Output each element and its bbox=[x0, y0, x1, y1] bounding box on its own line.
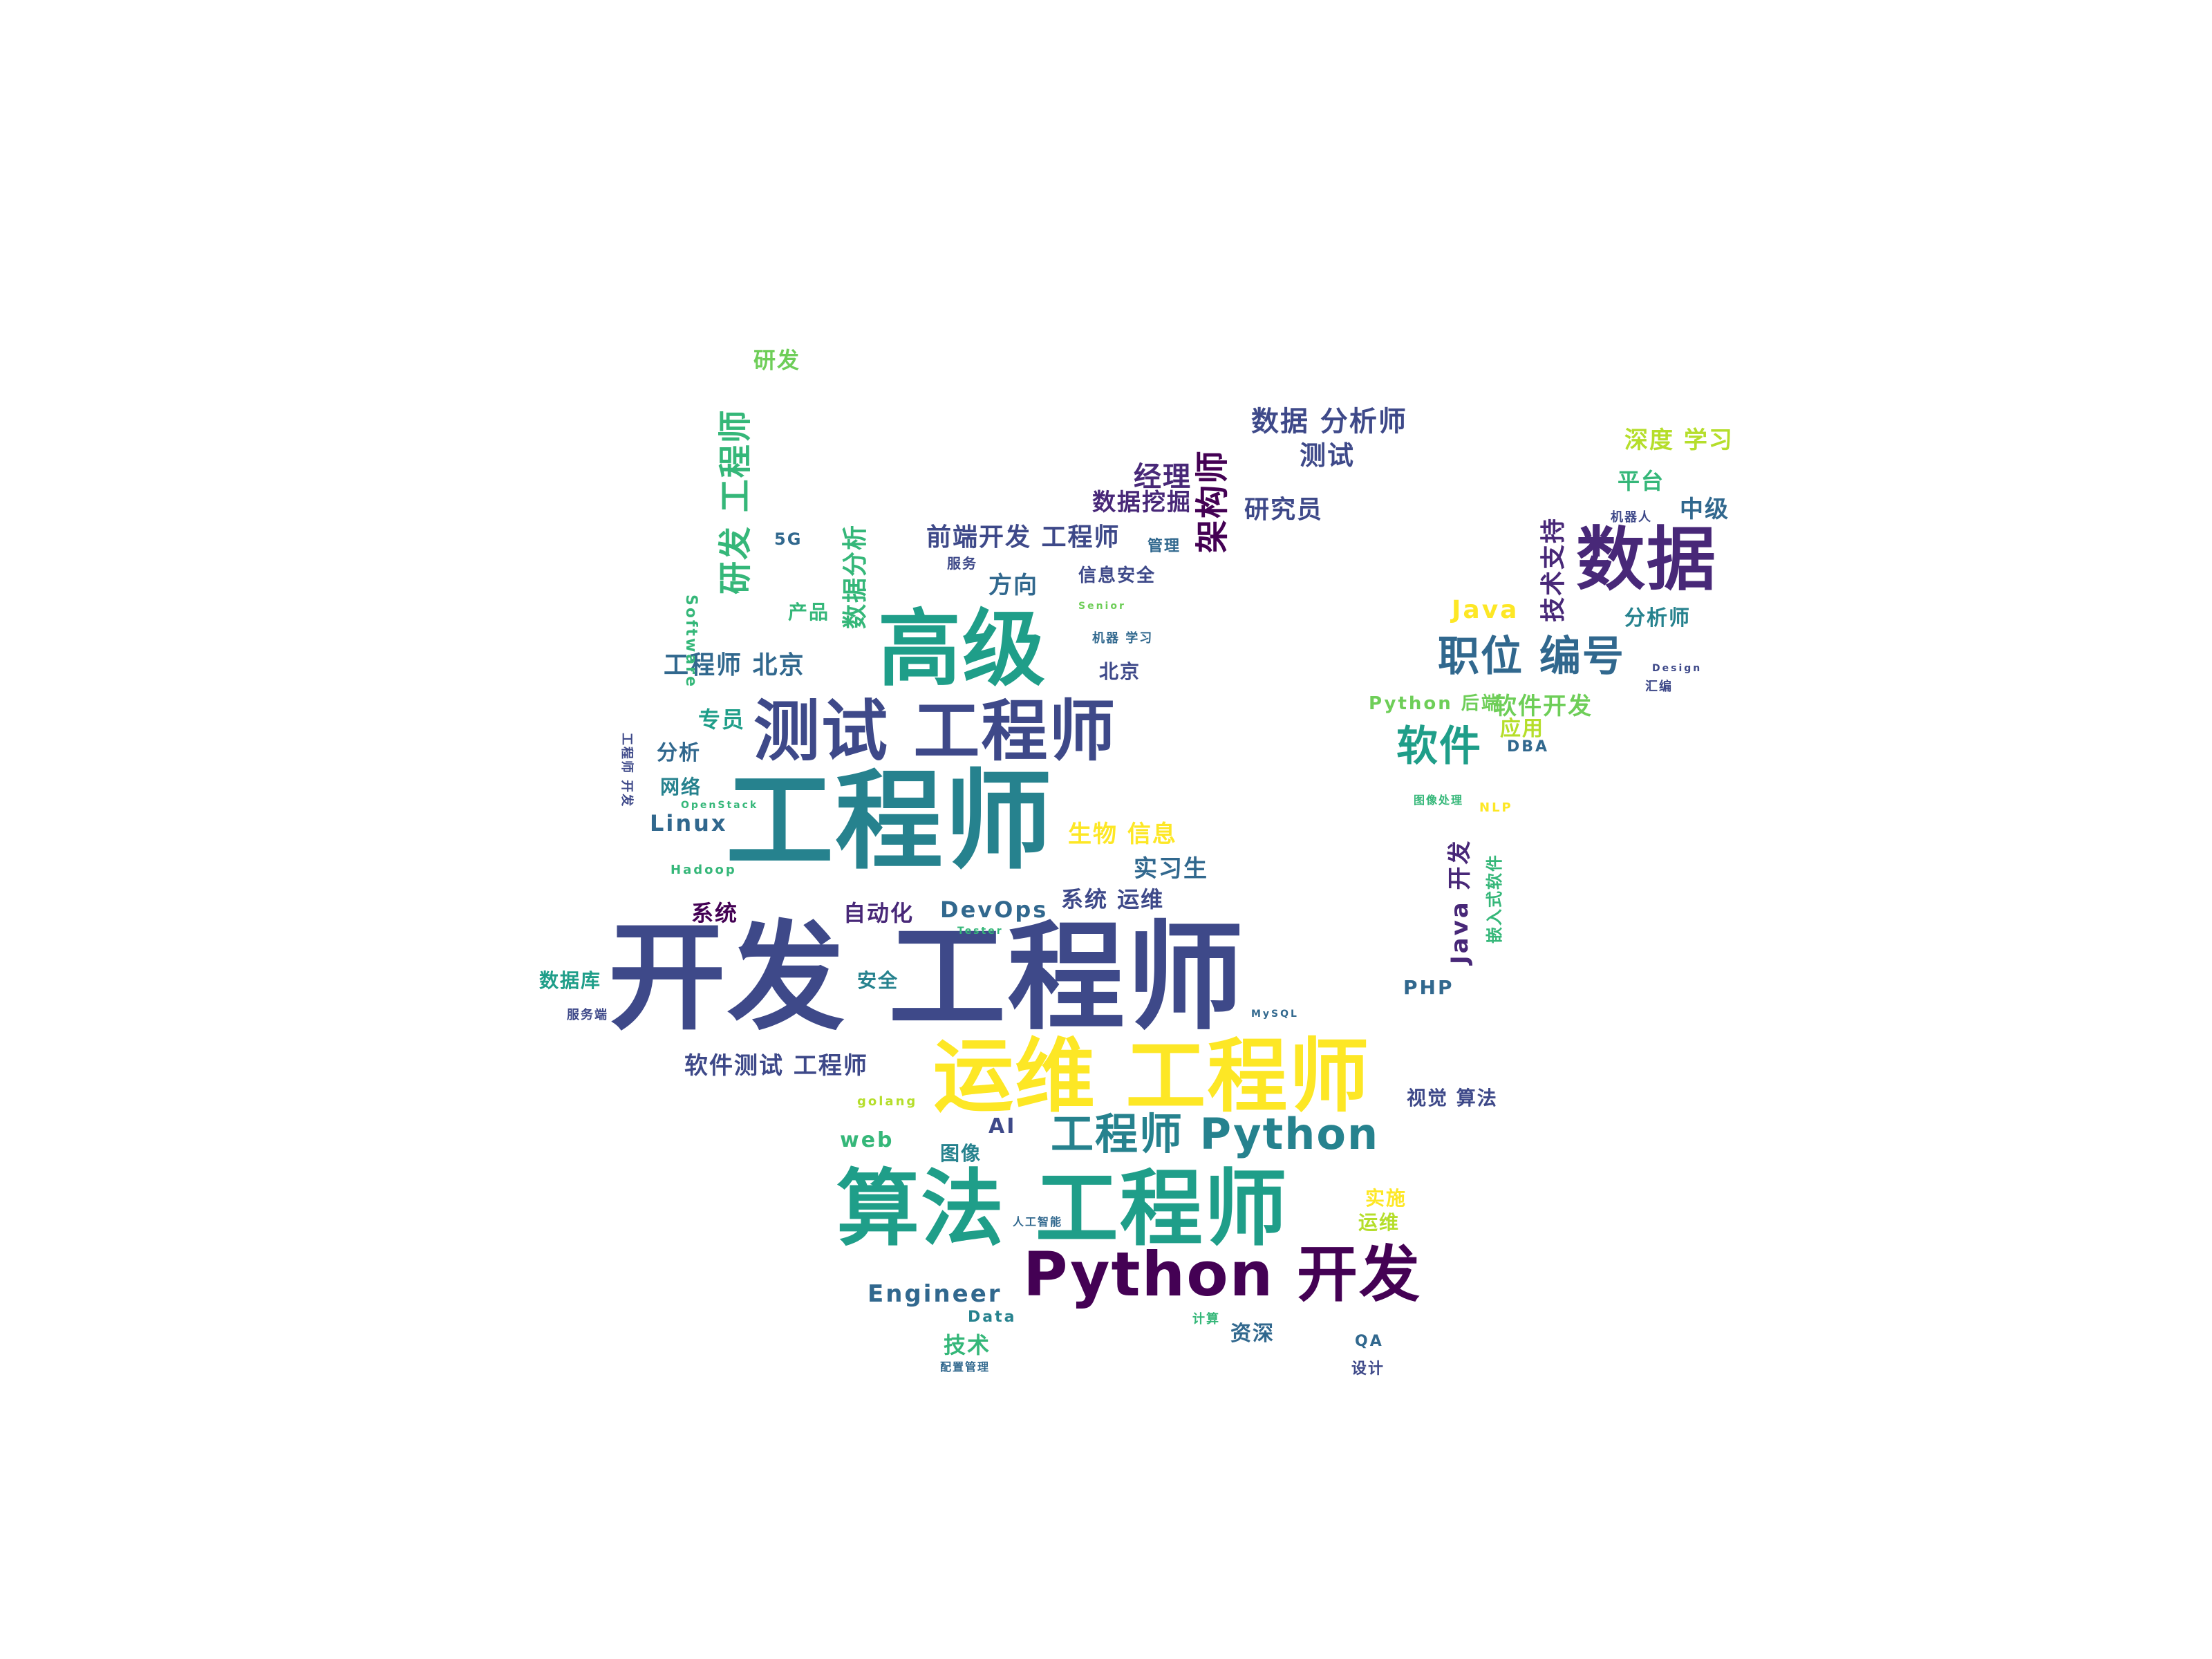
cloud-word: 高级 bbox=[878, 601, 1047, 697]
cloud-word: 技术 bbox=[944, 1332, 991, 1358]
cloud-word: Senior bbox=[1078, 601, 1126, 612]
cloud-word: 研究员 bbox=[1244, 496, 1324, 524]
cloud-word: Java 开发 bbox=[1446, 838, 1474, 964]
cloud-word: 5G bbox=[774, 529, 803, 549]
cloud-word: 平台 bbox=[1618, 468, 1665, 494]
cloud-word: 测试 工程师 bbox=[753, 693, 1117, 770]
cloud-word: 架构师 bbox=[1193, 449, 1232, 553]
cloud-word: Tester bbox=[957, 926, 1004, 937]
cloud-word: 图像 bbox=[940, 1142, 982, 1165]
cloud-word: 计算 bbox=[1192, 1312, 1220, 1327]
cloud-word: 工程师 Python bbox=[1051, 1109, 1380, 1159]
cloud-word: 数据分析 bbox=[841, 523, 870, 629]
cloud-word: Software bbox=[682, 594, 700, 688]
cloud-word: 前端开发 工程师 bbox=[926, 523, 1121, 552]
cloud-word: 机器 学习 bbox=[1092, 631, 1154, 646]
cloud-word: 自动化 bbox=[843, 900, 915, 926]
cloud-word: 研发 工程师 bbox=[716, 409, 755, 594]
cloud-word: 嵌入式软件 bbox=[1485, 854, 1504, 944]
cloud-word: 资深 bbox=[1230, 1322, 1275, 1346]
cloud-word: OpenStack bbox=[681, 800, 759, 811]
cloud-word: Python 开发 bbox=[1023, 1239, 1421, 1310]
cloud-word: 工程师 开发 bbox=[619, 733, 634, 808]
cloud-word: 软件开发 bbox=[1493, 693, 1593, 720]
cloud-word: 中级 bbox=[1680, 496, 1730, 523]
cloud-word: 北京 bbox=[1099, 660, 1141, 683]
cloud-word: 汇编 bbox=[1645, 679, 1673, 694]
cloud-word: 生物 信息 bbox=[1068, 821, 1177, 848]
cloud-word: 数据 分析师 bbox=[1251, 406, 1407, 438]
cloud-word: Data bbox=[968, 1309, 1017, 1326]
cloud-word: 软件 bbox=[1396, 722, 1482, 771]
cloud-word: Hadoop bbox=[671, 863, 737, 877]
cloud-word: 机器人 bbox=[1611, 510, 1652, 525]
cloud-word: 深度 学习 bbox=[1624, 427, 1734, 454]
cloud-word: 安全 bbox=[857, 969, 899, 992]
cloud-word: Python 后端 bbox=[1369, 693, 1501, 714]
cloud-word: 工程师 北京 bbox=[664, 651, 805, 679]
cloud-word: 研发 bbox=[753, 347, 801, 373]
cloud-word: Java bbox=[1452, 596, 1519, 624]
cloud-word: 分析 bbox=[657, 741, 701, 765]
cloud-word: 职位 编号 bbox=[1438, 632, 1625, 681]
cloud-word: 软件测试 工程师 bbox=[684, 1052, 868, 1080]
cloud-word: 技术支持 bbox=[1539, 516, 1568, 622]
cloud-word: 运维 工程师 bbox=[933, 1030, 1371, 1123]
cloud-word: 应用 bbox=[1500, 717, 1544, 741]
cloud-word: 工程师 bbox=[726, 758, 1053, 884]
cloud-word: 视觉 算法 bbox=[1407, 1087, 1498, 1109]
cloud-word: web bbox=[840, 1128, 894, 1152]
cloud-word: 实习生 bbox=[1134, 855, 1208, 883]
cloud-word: 系统 bbox=[691, 900, 739, 926]
cloud-word: DBA bbox=[1507, 738, 1550, 756]
cloud-word: 方向 bbox=[988, 572, 1038, 599]
cloud-word: Linux bbox=[650, 810, 728, 836]
cloud-word: 专员 bbox=[698, 706, 746, 733]
cloud-word: 数据库 bbox=[539, 969, 602, 992]
cloud-word: 经理 bbox=[1134, 461, 1192, 493]
cloud-word: 人工智能 bbox=[1013, 1215, 1063, 1228]
cloud-word: Engineer bbox=[868, 1280, 1002, 1308]
cloud-word: golang bbox=[857, 1094, 918, 1109]
cloud-word: MySQL bbox=[1251, 1009, 1299, 1020]
cloud-word: DevOps bbox=[940, 897, 1049, 923]
cloud-word: 配置管理 bbox=[940, 1360, 991, 1374]
cloud-word: Design bbox=[1652, 663, 1703, 674]
cloud-word: 运维 bbox=[1358, 1211, 1400, 1234]
cloud-word: 服务端 bbox=[567, 1008, 608, 1022]
cloud-word: 算法 工程师 bbox=[836, 1161, 1288, 1257]
cloud-word: 服务 bbox=[947, 555, 977, 572]
cloud-word: 信息安全 bbox=[1078, 565, 1156, 586]
cloud-word: PHP bbox=[1403, 976, 1454, 999]
cloud-word: 产品 bbox=[788, 601, 830, 624]
cloud-word: 管理 bbox=[1147, 538, 1181, 555]
cloud-word: 分析师 bbox=[1624, 606, 1691, 630]
cloud-word: 数据 bbox=[1576, 519, 1717, 600]
cloud-word: AI bbox=[988, 1114, 1017, 1138]
cloud-word: 图像处理 bbox=[1414, 794, 1464, 807]
cloud-word: 测试 bbox=[1300, 440, 1356, 471]
cloud-word: 开发 工程师 bbox=[608, 910, 1246, 1047]
cloud-word: NLP bbox=[1479, 800, 1513, 815]
cloud-word: 数据挖掘 bbox=[1092, 489, 1192, 516]
cloud-word: 系统 运维 bbox=[1061, 886, 1165, 912]
cloud-word: 设计 bbox=[1351, 1360, 1385, 1378]
cloud-word: 网络 bbox=[660, 776, 702, 798]
cloud-word: 实施 bbox=[1365, 1187, 1407, 1210]
cloud-word: QA bbox=[1355, 1333, 1384, 1350]
